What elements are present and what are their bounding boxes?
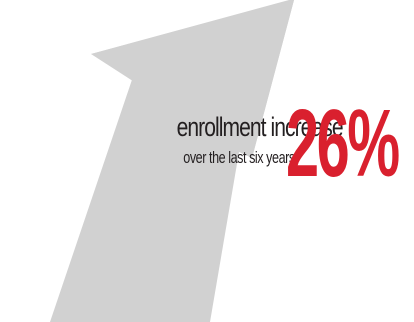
stat-subline: over the last six years [183, 148, 295, 167]
arrow-head [91, 0, 294, 158]
stat-value: 26% [286, 90, 400, 197]
stat-headline: enrollment increase [176, 112, 344, 142]
